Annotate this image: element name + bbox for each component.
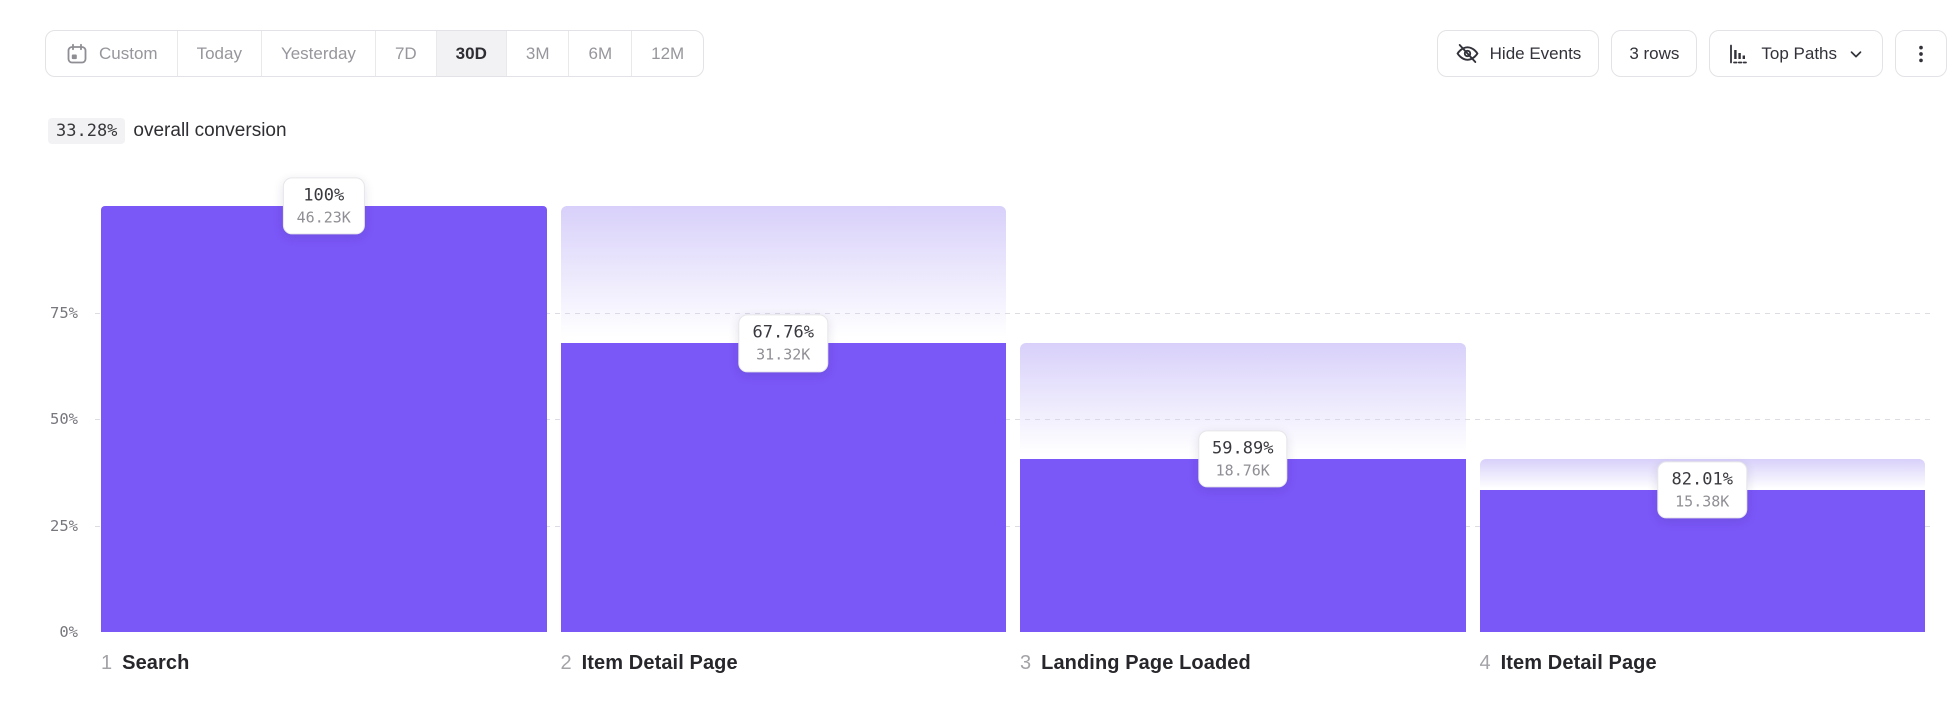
step-count: 46.23K (296, 208, 351, 227)
step-name: Landing Page Loaded (1041, 652, 1251, 674)
funnel-bars: 100% 46.23K 67.76% 31.32K 59.89% 18.76K (101, 177, 1925, 632)
step-conversion-pct: 82.01% (1671, 469, 1733, 490)
rows-label: 3 rows (1629, 43, 1680, 63)
date-range-custom[interactable]: Custom (46, 31, 177, 76)
step-label-4: 4 Item Detail Page (1480, 652, 1926, 675)
toolbar: Custom Today Yesterday 7D 30D 3M 6M 12M … (45, 30, 1947, 77)
bar-chart-icon (1727, 42, 1751, 66)
bar-fill (560, 343, 1006, 632)
bar-value-badge: 82.01% 15.38K (1657, 461, 1747, 519)
step-index: 4 (1479, 652, 1491, 674)
step-count: 31.32K (756, 345, 811, 364)
date-range-3m[interactable]: 3M (505, 31, 569, 76)
step-count: 18.76K (1215, 461, 1270, 480)
date-range-30d[interactable]: 30D (435, 31, 506, 76)
step-index: 2 (560, 652, 572, 674)
y-tick-0: 0% (59, 623, 78, 641)
step-label-2: 2 Item Detail Page (561, 652, 1007, 675)
overall-conversion-label: overall conversion (133, 120, 287, 141)
eye-off-icon (1455, 41, 1480, 66)
step-count: 15.38K (1675, 492, 1730, 511)
date-range-yesterday[interactable]: Yesterday (260, 31, 375, 76)
date-range-segmented-control: Custom Today Yesterday 7D 30D 3M 6M 12M (45, 30, 705, 77)
date-range-today[interactable]: Today (176, 31, 261, 76)
overall-conversion-value: 33.28% (48, 118, 126, 144)
step-name: Search (122, 652, 190, 674)
bar-fill (1020, 459, 1466, 632)
bar-value-badge: 100% 46.23K (282, 177, 365, 235)
date-range-label: Custom (99, 43, 158, 63)
step-index: 1 (101, 652, 113, 674)
kebab-menu-icon (1910, 43, 1932, 65)
funnel-chart: 100% 46.23K 67.76% 31.32K 59.89% 18.76K (95, 177, 1933, 632)
funnel-bar-step-3[interactable]: 59.89% 18.76K (1020, 206, 1466, 632)
y-axis: 75% 50% 25% 0% (40, 206, 78, 642)
chevron-down-icon (1847, 45, 1865, 63)
funnel-bar-step-2[interactable]: 67.76% 31.32K (560, 206, 1006, 632)
step-index: 3 (1020, 652, 1032, 674)
top-paths-label: Top Paths (1761, 43, 1837, 63)
hide-events-button[interactable]: Hide Events (1436, 30, 1600, 77)
bar-value-badge: 59.89% 18.76K (1198, 430, 1288, 488)
rows-button[interactable]: 3 rows (1611, 30, 1698, 77)
y-tick-50: 50% (50, 410, 78, 428)
step-conversion-pct: 59.89% (1212, 438, 1274, 459)
bar-value-badge: 67.76% 31.32K (738, 314, 828, 372)
toolbar-actions: Hide Events 3 rows Top Paths (1436, 30, 1947, 77)
overall-conversion-summary: 33.28% overall conversion (48, 118, 287, 144)
bar-fill (101, 206, 547, 632)
y-tick-25: 25% (50, 516, 78, 535)
funnel-bar-step-4[interactable]: 82.01% 15.38K (1479, 206, 1925, 632)
step-conversion-pct: 100% (303, 185, 345, 206)
x-axis-labels: 1 Search 2 Item Detail Page 3 Landing Pa… (101, 652, 1925, 675)
step-name: Item Detail Page (1500, 652, 1657, 674)
date-range-7d[interactable]: 7D (374, 31, 436, 76)
funnel-bar-step-1[interactable]: 100% 46.23K (101, 177, 547, 632)
date-range-12m[interactable]: 12M (631, 31, 703, 76)
step-conversion-pct: 67.76% (752, 322, 814, 343)
step-name: Item Detail Page (581, 652, 738, 674)
y-tick-75: 75% (50, 303, 78, 322)
step-label-3: 3 Landing Page Loaded (1020, 652, 1466, 675)
top-paths-dropdown[interactable]: Top Paths (1709, 30, 1883, 77)
more-options-button[interactable] (1895, 30, 1947, 77)
step-label-1: 1 Search (101, 652, 547, 675)
calendar-icon (65, 42, 89, 66)
hide-events-label: Hide Events (1489, 43, 1582, 63)
date-range-6m[interactable]: 6M (568, 31, 631, 76)
